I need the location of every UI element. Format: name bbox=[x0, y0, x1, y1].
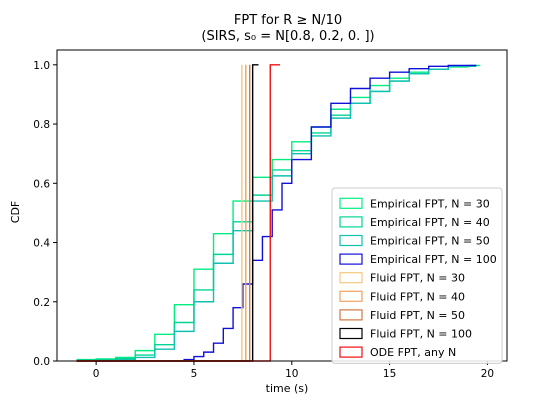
legend-label: ODE FPT, any N bbox=[370, 346, 456, 359]
legend-label: Fluid FPT, N = 100 bbox=[370, 328, 472, 341]
y-axis-label: CDF bbox=[9, 201, 22, 223]
legend-label: Fluid FPT, N = 30 bbox=[370, 272, 465, 285]
legend-swatch bbox=[339, 309, 363, 321]
legend-swatch bbox=[339, 272, 363, 284]
legend-swatch bbox=[339, 234, 363, 247]
series-line-5 bbox=[76, 64, 243, 362]
chart-title-line2: (SIRS, s₀ = N[0.8, 0.2, 0. ]) bbox=[201, 29, 374, 44]
x-tick-label: 0 bbox=[93, 368, 100, 380]
legend-label: Empirical FPT, N = 40 bbox=[370, 216, 490, 229]
legend-label: Fluid FPT, N = 40 bbox=[370, 290, 465, 303]
axes-frame bbox=[56, 49, 508, 362]
legend-label: Empirical FPT, N = 100 bbox=[370, 253, 497, 266]
y-tick-label: 0.8 bbox=[33, 119, 50, 131]
y-tick-label: 0.6 bbox=[33, 178, 50, 190]
axes: 0 5 10 15 20 0.0 0.2 0.4 0.6 0.8 1.0 bbox=[33, 49, 508, 380]
title: FPT for R ≥ N/10 (SIRS, s₀ = N[0.8, 0.2,… bbox=[201, 13, 374, 44]
series-line-6 bbox=[76, 64, 247, 362]
x-tick-label: 5 bbox=[191, 368, 198, 380]
legend-label: Fluid FPT, N = 50 bbox=[370, 309, 465, 322]
legend-label: Empirical FPT, N = 30 bbox=[370, 197, 490, 210]
legend: Empirical FPT, N = 30 Empirical FPT, N = … bbox=[331, 187, 503, 364]
legend-swatch bbox=[339, 216, 363, 228]
legend-swatch bbox=[339, 327, 363, 340]
series-line-8 bbox=[76, 64, 259, 362]
x-tick-label: 15 bbox=[383, 368, 396, 380]
y-tick-label: 0.0 bbox=[33, 356, 50, 368]
series-line-4 bbox=[164, 64, 477, 362]
legend-swatch bbox=[339, 346, 363, 358]
series-line-7 bbox=[76, 64, 251, 362]
y-tick-label: 0.2 bbox=[33, 297, 50, 309]
legend-swatch bbox=[339, 197, 363, 209]
chart-title-line1: FPT for R ≥ N/10 bbox=[234, 13, 342, 28]
x-tick-label: 10 bbox=[285, 368, 298, 380]
legend-box bbox=[331, 187, 503, 364]
x-tick-label: 20 bbox=[481, 368, 494, 380]
y-tick-label: 0.4 bbox=[33, 238, 50, 250]
legend-swatch bbox=[339, 253, 363, 265]
legend-swatch bbox=[339, 290, 363, 302]
x-axis-label: time (s) bbox=[266, 382, 309, 395]
legend-label: Empirical FPT, N = 50 bbox=[370, 235, 490, 248]
y-tick-label: 1.0 bbox=[33, 60, 50, 72]
